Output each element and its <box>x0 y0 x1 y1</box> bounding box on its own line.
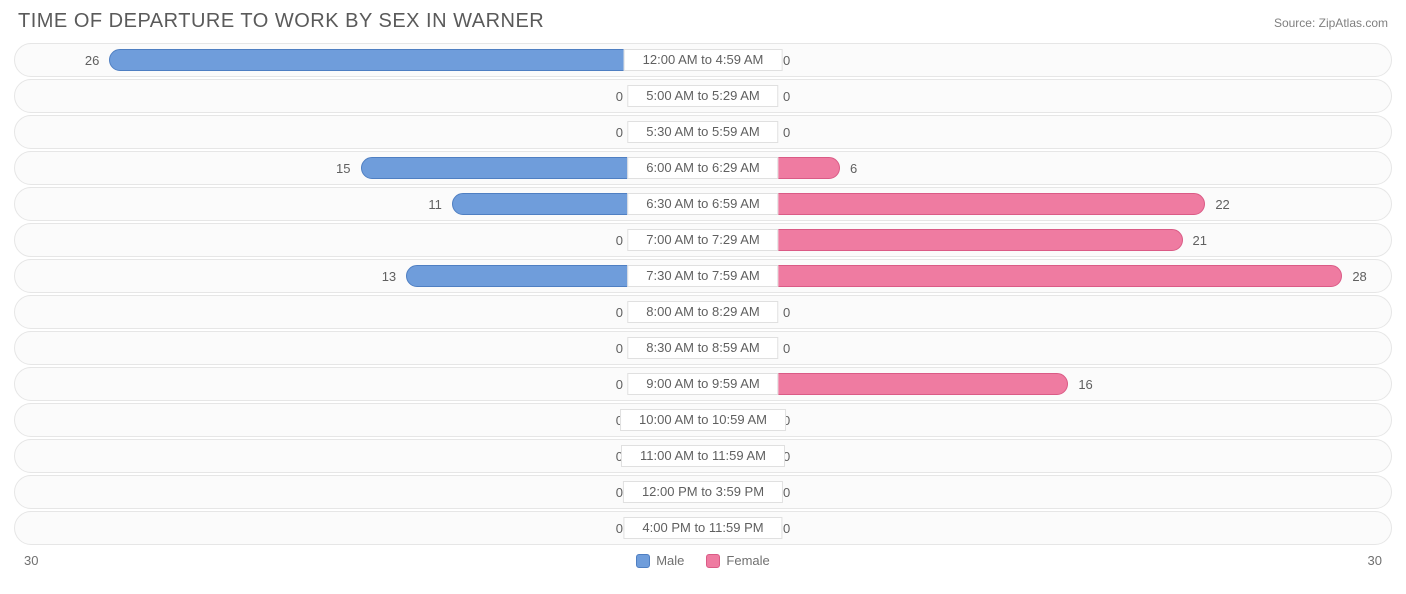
male-half: 0 <box>15 368 703 400</box>
chart-row: 0 16 9:00 AM to 9:59 AM <box>14 367 1392 401</box>
male-half: 15 <box>15 152 703 184</box>
female-half: 0 <box>703 404 1391 436</box>
male-half: 0 <box>15 80 703 112</box>
category-label: 7:00 AM to 7:29 AM <box>627 229 778 251</box>
chart-footer: 30 Male Female 30 <box>14 547 1392 568</box>
legend-label-female: Female <box>726 553 769 568</box>
category-label: 8:30 AM to 8:59 AM <box>627 337 778 359</box>
legend-label-male: Male <box>656 553 684 568</box>
axis-max-right: 30 <box>1368 553 1382 568</box>
butterfly-chart: 26012:00 AM to 4:59 AM005:00 AM to 5:29 … <box>14 43 1392 545</box>
category-label: 6:00 AM to 6:29 AM <box>627 157 778 179</box>
legend: Male Female <box>636 553 770 568</box>
male-value: 13 <box>372 269 406 284</box>
female-half: 21 <box>703 224 1391 256</box>
female-half: 28 <box>703 260 1391 292</box>
legend-item-male: Male <box>636 553 684 568</box>
male-half: 13 <box>15 260 703 292</box>
male-bar <box>109 49 703 71</box>
category-label: 5:00 AM to 5:29 AM <box>627 85 778 107</box>
female-half: 6 <box>703 152 1391 184</box>
male-half: 0 <box>15 224 703 256</box>
male-half: 0 <box>15 404 703 436</box>
female-half: 0 <box>703 332 1391 364</box>
male-half: 26 <box>15 44 703 76</box>
axis-max-left: 30 <box>24 553 38 568</box>
female-value: 21 <box>1183 233 1217 248</box>
category-label: 7:30 AM to 7:59 AM <box>627 265 778 287</box>
chart-row: 0012:00 PM to 3:59 PM <box>14 475 1392 509</box>
category-label: 10:00 AM to 10:59 AM <box>620 409 786 431</box>
chart-container: TIME OF DEPARTURE TO WORK BY SEX IN WARN… <box>0 0 1406 594</box>
category-label: 4:00 PM to 11:59 PM <box>623 517 782 539</box>
source-value: ZipAtlas.com <box>1319 16 1388 30</box>
female-half: 0 <box>703 116 1391 148</box>
female-value: 22 <box>1205 197 1239 212</box>
legend-item-female: Female <box>706 553 769 568</box>
female-half: 0 <box>703 296 1391 328</box>
chart-row: 0010:00 AM to 10:59 AM <box>14 403 1392 437</box>
legend-swatch-female <box>706 554 720 568</box>
female-bar <box>703 265 1342 287</box>
male-half: 0 <box>15 512 703 544</box>
source-label: Source: <box>1274 16 1315 30</box>
chart-row: 008:30 AM to 8:59 AM <box>14 331 1392 365</box>
female-half: 0 <box>703 44 1391 76</box>
chart-row: 005:30 AM to 5:59 AM <box>14 115 1392 149</box>
category-label: 8:00 AM to 8:29 AM <box>627 301 778 323</box>
male-half: 0 <box>15 116 703 148</box>
female-value: 16 <box>1068 377 1102 392</box>
category-label: 9:00 AM to 9:59 AM <box>627 373 778 395</box>
female-half: 0 <box>703 80 1391 112</box>
chart-row: 11 22 6:30 AM to 6:59 AM <box>14 187 1392 221</box>
chart-title: TIME OF DEPARTURE TO WORK BY SEX IN WARN… <box>18 10 544 33</box>
chart-row: 26 012:00 AM to 4:59 AM <box>14 43 1392 77</box>
category-label: 12:00 PM to 3:59 PM <box>623 481 783 503</box>
female-half: 0 <box>703 440 1391 472</box>
chart-row: 005:00 AM to 5:29 AM <box>14 79 1392 113</box>
male-half: 11 <box>15 188 703 220</box>
male-half: 0 <box>15 296 703 328</box>
chart-row: 0011:00 AM to 11:59 AM <box>14 439 1392 473</box>
legend-swatch-male <box>636 554 650 568</box>
category-label: 11:00 AM to 11:59 AM <box>621 445 785 467</box>
female-half: 22 <box>703 188 1391 220</box>
female-value: 28 <box>1342 269 1376 284</box>
chart-header: TIME OF DEPARTURE TO WORK BY SEX IN WARN… <box>14 10 1392 43</box>
female-value: 6 <box>840 161 867 176</box>
category-label: 12:00 AM to 4:59 AM <box>624 49 783 71</box>
chart-row: 0 21 7:00 AM to 7:29 AM <box>14 223 1392 257</box>
male-value: 26 <box>75 53 109 68</box>
male-value: 15 <box>326 161 360 176</box>
chart-row: 15 6 6:00 AM to 6:29 AM <box>14 151 1392 185</box>
chart-row: 008:00 AM to 8:29 AM <box>14 295 1392 329</box>
female-half: 16 <box>703 368 1391 400</box>
chart-source: Source: ZipAtlas.com <box>1274 16 1388 30</box>
male-half: 0 <box>15 332 703 364</box>
chart-row: 13 28 7:30 AM to 7:59 AM <box>14 259 1392 293</box>
male-value: 11 <box>418 197 452 212</box>
female-half: 0 <box>703 476 1391 508</box>
category-label: 6:30 AM to 6:59 AM <box>627 193 778 215</box>
male-half: 0 <box>15 476 703 508</box>
male-half: 0 <box>15 440 703 472</box>
female-half: 0 <box>703 512 1391 544</box>
category-label: 5:30 AM to 5:59 AM <box>627 121 778 143</box>
chart-row: 004:00 PM to 11:59 PM <box>14 511 1392 545</box>
